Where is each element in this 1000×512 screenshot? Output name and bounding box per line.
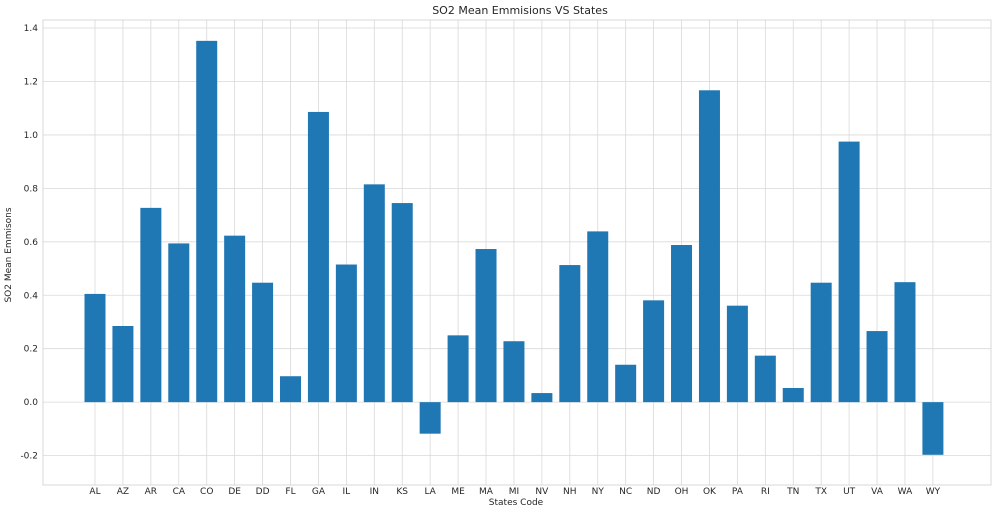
x-tick-label: AZ — [117, 487, 129, 497]
bar-nh — [559, 265, 581, 403]
x-tick-label: NY — [592, 487, 605, 497]
bar-ma — [475, 249, 497, 403]
x-tick-label: VA — [871, 487, 884, 497]
x-tick-label: ME — [451, 487, 465, 497]
bar-wy — [922, 402, 944, 455]
bar-nv — [531, 393, 553, 403]
x-tick-label: KS — [396, 487, 408, 497]
x-tick-label: WA — [898, 487, 913, 497]
x-tick-label: FL — [285, 487, 295, 497]
bar-ca — [168, 243, 190, 403]
x-tick-labels: AL AZ AR CA CO DE DD FL GA IL IN KS LA ME MA MI NV NH NY NC… — [89, 487, 940, 497]
bar-il — [335, 264, 357, 403]
bar-va — [866, 331, 888, 403]
bar-al — [84, 293, 106, 403]
bar-ri — [754, 355, 776, 403]
bar-ks — [391, 203, 413, 403]
x-tick-label: UT — [843, 487, 856, 497]
x-tick-label: PA — [732, 487, 744, 497]
y-tick-label: 1.4 — [24, 24, 39, 34]
bar-oh — [671, 245, 693, 403]
x-tick-label: OK — [703, 487, 717, 497]
bar-de — [224, 235, 246, 403]
bar-la — [419, 402, 441, 434]
x-tick-label: WY — [926, 487, 941, 497]
x-tick-label: MA — [479, 487, 494, 497]
bars — [84, 40, 944, 455]
x-tick-label: GA — [312, 487, 326, 497]
x-tick-label: DD — [256, 487, 270, 497]
bar-in — [363, 184, 385, 403]
y-tick-label: 0.2 — [24, 345, 38, 355]
bar-pa — [726, 305, 748, 403]
bar-nc — [615, 364, 637, 403]
bar-fl — [280, 376, 302, 403]
bar-az — [112, 325, 134, 403]
bar-ut — [838, 141, 860, 403]
y-tick-label: 1.2 — [24, 77, 38, 87]
plot-frame — [42, 19, 992, 486]
x-tick-label: IL — [343, 487, 351, 497]
x-tick-label: TX — [814, 487, 827, 497]
y-tick-labels: -0.2 0.0 0.2 0.4 0.6 0.8 1.0 1.2 1.4 — [20, 24, 38, 462]
x-tick-label: TN — [786, 487, 799, 497]
x-axis-label: States Code — [489, 498, 544, 508]
bar-dd — [252, 282, 274, 403]
bar-ar — [140, 207, 162, 403]
bar-ga — [307, 111, 329, 403]
x-tick-label: OH — [675, 487, 689, 497]
x-tick-label: MI — [509, 487, 519, 497]
x-tick-label: NV — [535, 487, 549, 497]
x-tick-label: CO — [200, 487, 213, 497]
x-tick-label: DE — [228, 487, 241, 497]
x-tick-label: AR — [145, 487, 157, 497]
y-tick-label: 0.0 — [24, 398, 39, 408]
bar-me — [447, 335, 469, 403]
bar-tx — [810, 282, 832, 403]
y-tick-label: 0.6 — [24, 238, 39, 248]
bar-co — [196, 40, 218, 403]
bar-nd — [643, 300, 665, 403]
y-tick-label: 0.4 — [24, 291, 39, 301]
bar-wa — [894, 282, 916, 403]
x-tick-label: NH — [563, 487, 577, 497]
bar-ny — [587, 231, 609, 403]
bar-mi — [503, 341, 525, 403]
bar-tn — [782, 387, 804, 403]
y-tick-label: 1.0 — [24, 131, 39, 141]
y-tick-label: -0.2 — [20, 452, 38, 462]
x-tick-label: CA — [173, 487, 186, 497]
x-tick-label: RI — [761, 487, 770, 497]
x-tick-label: AL — [89, 487, 100, 497]
x-tick-label: NC — [619, 487, 632, 497]
bar-ok — [698, 90, 720, 403]
y-axis-label: SO2 Mean Emmisons — [4, 207, 14, 302]
x-tick-label: IN — [370, 487, 379, 497]
x-tick-label: ND — [647, 487, 661, 497]
chart-title: SO2 Mean Emmisions VS States — [432, 4, 608, 17]
x-tick-label: LA — [424, 487, 436, 497]
y-tick-label: 0.8 — [24, 184, 39, 194]
